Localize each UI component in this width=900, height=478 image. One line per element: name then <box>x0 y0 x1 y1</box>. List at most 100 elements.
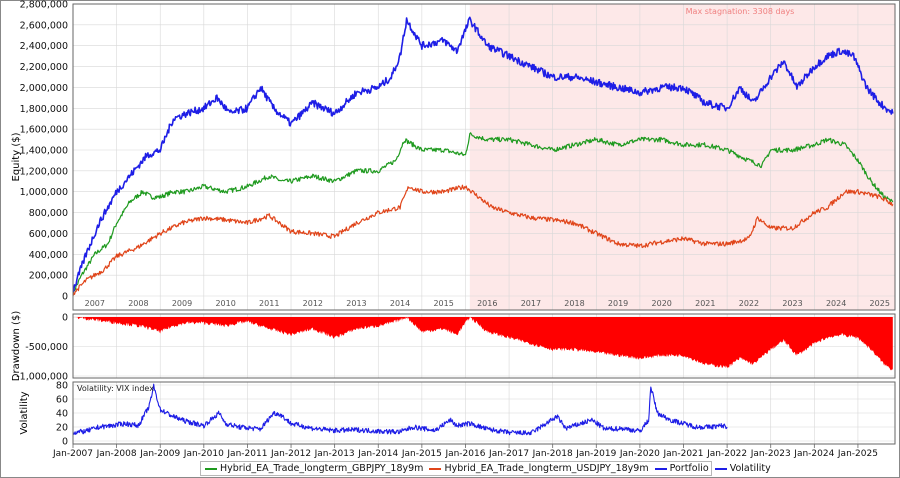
equity-y-tick-label: 0 <box>62 292 68 303</box>
equity-year-label: 2011 <box>259 299 279 308</box>
equity-y-tick-label: 2,000,000 <box>20 83 68 94</box>
equity-year-label: 2024 <box>826 299 846 308</box>
x-tick-label: Jan-2021 <box>662 449 703 459</box>
equity-y-tick-label: 600,000 <box>29 229 68 240</box>
volatility-y-axis-label: Volatility <box>19 391 30 434</box>
drawdown-y-tick-label: 0 <box>62 313 68 324</box>
equity-y-tick-label: 2,800,000 <box>20 0 68 11</box>
equity-year-label: 2025 <box>870 299 890 308</box>
stagnation-annotation: Max stagnation: 3308 days <box>686 7 795 16</box>
legend-item: Hybrid_EA_Trade_longterm_USDJPY_18y9m <box>429 463 649 474</box>
equity-panel: 0 200,000 400,000 600,000 800,000 1,000,000 1,… <box>11 0 896 311</box>
equity-year-label: 2020 <box>652 299 672 308</box>
equity-y-tick-label: 1,800,000 <box>20 104 68 115</box>
legend-label: Portfolio <box>669 463 709 474</box>
x-tick-label: Jan-2009 <box>139 449 180 459</box>
legend-label: Hybrid_EA_Trade_longterm_GBPJPY_18y9m <box>220 463 424 474</box>
equity-year-label: 2016 <box>477 299 497 308</box>
x-tick-label: Jan-2024 <box>793 449 834 459</box>
x-tick-label: Jan-2025 <box>837 449 878 459</box>
volatility-x-ticks: Jan-2007 Jan-2008 Jan-2009 Jan-2010 Jan-2011… <box>52 444 878 459</box>
volatility-y-tick-label: 80 <box>56 381 68 392</box>
volatility-plot-border <box>72 381 896 445</box>
legend-swatch <box>205 467 217 470</box>
volatility-y-tick-label: 60 <box>56 395 68 406</box>
equity-y-tick-label: 2,600,000 <box>20 20 68 31</box>
x-tick-label: Jan-2007 <box>52 449 93 459</box>
volatility-grid <box>72 382 895 444</box>
equity-year-label: 2014 <box>390 299 410 308</box>
drawdown-y-tick-label: -500,000 <box>25 342 68 353</box>
x-tick-label: Jan-2022 <box>706 449 747 459</box>
legend-swatch <box>714 467 727 470</box>
equity-year-label: 2013 <box>346 299 366 308</box>
legend-label: Hybrid_EA_Trade_longterm_USDJPY_18y9m <box>444 463 649 474</box>
x-tick-label: Jan-2015 <box>401 449 442 459</box>
x-tick-label: Jan-2011 <box>226 449 267 459</box>
volatility-y-ticks: 0 20 40 60 80 <box>56 381 68 448</box>
drawdown-series <box>73 317 893 371</box>
legend-item: Volatility <box>714 463 771 474</box>
equity-year-label: 2008 <box>128 299 148 308</box>
equity-line-portfolio <box>72 16 894 293</box>
drawdown-y-axis-label: Drawdown ($) <box>11 311 22 382</box>
volatility-y-tick-label: 40 <box>56 409 68 420</box>
equity-y-tick-label: 800,000 <box>29 208 68 219</box>
volatility-series <box>72 383 728 436</box>
equity-series <box>72 16 894 297</box>
equity-y-ticks: 0 200,000 400,000 600,000 800,000 1,000,000 1,… <box>20 0 68 303</box>
volatility-line <box>72 383 728 436</box>
x-tick-label: Jan-2016 <box>444 449 485 459</box>
equity-year-label: 2019 <box>608 299 628 308</box>
equity-year-label: 2023 <box>782 299 802 308</box>
legend-item: Hybrid_EA_Trade_longterm_GBPJPY_18y9m <box>205 463 423 474</box>
x-tick-label: Jan-2010 <box>183 449 224 459</box>
stagnation-region <box>469 4 895 310</box>
equity-year-label: 2007 <box>85 299 105 308</box>
equity-y-tick-label: 1,600,000 <box>20 125 68 136</box>
equity-plot-border <box>72 3 896 311</box>
equity-year-label: 2010 <box>215 299 235 308</box>
equity-y-tick-label: 2,400,000 <box>20 41 68 52</box>
x-tick-label: Jan-2014 <box>357 449 398 459</box>
equity-year-labels: 2007 2008 2009 2010 2011 2012 2013 2014 2015 2016… <box>85 299 890 308</box>
equity-year-label: 2022 <box>739 299 759 308</box>
volatility-y-tick-label: 20 <box>56 423 68 434</box>
drawdown-panel: 0 -500,000 -1,000,000 Drawdown ($) <box>11 311 896 383</box>
x-tick-label: Jan-2012 <box>270 449 311 459</box>
drawdown-plot-border <box>72 313 896 379</box>
equity-y-tick-label: 1,000,000 <box>20 187 68 198</box>
x-tick-label: Jan-2008 <box>96 449 137 459</box>
x-tick-label: Jan-2019 <box>575 449 616 459</box>
equity-y-tick-label: 200,000 <box>29 271 68 282</box>
legend-label: Volatility <box>729 463 771 474</box>
equity-y-axis-label: Equity ($) <box>11 132 22 181</box>
equity-year-label: 2012 <box>303 299 323 308</box>
volatility-title: Volatility: VIX index <box>77 384 154 393</box>
drawdown-y-ticks: 0 -500,000 -1,000,000 <box>16 313 68 383</box>
equity-y-tick-label: 1,200,000 <box>20 166 68 177</box>
x-tick-label: Jan-2018 <box>532 449 573 459</box>
drawdown-y-tick-label: -1,000,000 <box>16 372 68 383</box>
x-tick-label: Jan-2020 <box>619 449 660 459</box>
equity-year-label: 2015 <box>433 299 453 308</box>
equity-y-tick-label: 400,000 <box>29 250 68 261</box>
equity-y-tick-label: 2,200,000 <box>20 62 68 73</box>
equity-year-label: 2018 <box>564 299 584 308</box>
x-tick-label: Jan-2017 <box>488 449 529 459</box>
x-tick-label: Jan-2023 <box>750 449 791 459</box>
equity-year-label: 2021 <box>695 299 715 308</box>
drawdown-area <box>73 317 893 371</box>
equity-y-tick-label: 1,400,000 <box>20 146 68 157</box>
equity-line-gbpjpy <box>72 132 894 296</box>
x-tick-label: Jan-2013 <box>314 449 355 459</box>
equity-line-usdjpy <box>72 184 894 297</box>
equity-year-label: 2009 <box>172 299 192 308</box>
legend-swatch <box>429 467 442 470</box>
legend-swatch <box>654 467 667 470</box>
volatility-y-tick-label: 0 <box>62 437 68 448</box>
chart-legend: Hybrid_EA_Trade_longterm_GBPJPY_18y9m Hyb… <box>200 461 771 476</box>
legend-item: Portfolio <box>654 463 709 474</box>
